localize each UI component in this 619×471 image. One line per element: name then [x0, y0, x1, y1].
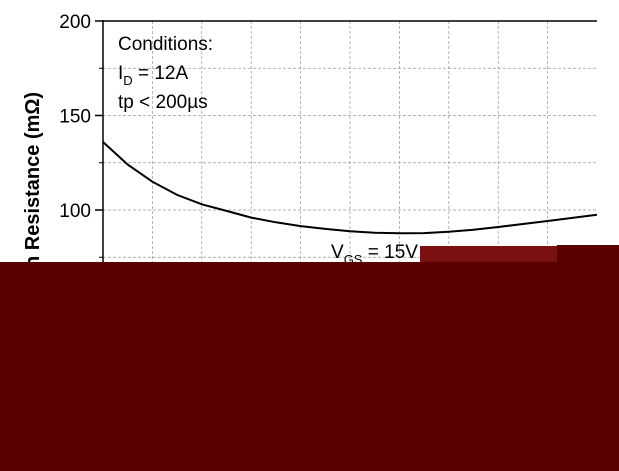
series-line-vgs-15v	[102, 141, 598, 235]
overlay-top-strip	[420, 246, 560, 264]
y-tick-label: 200	[59, 12, 91, 33]
conditions-title: Conditions:	[118, 34, 213, 55]
occluding-overlay	[0, 245, 619, 471]
grid	[103, 21, 597, 265]
y-tick-label: 100	[59, 201, 91, 222]
conditions-current: ID = 12A	[118, 63, 188, 88]
y-tick-label: 150	[59, 107, 91, 128]
conditions-pulse: tp < 200µs	[118, 92, 208, 113]
conditions-annotation: Conditions: ID = 12A tp < 200µs	[118, 34, 213, 113]
y-ticks: 100 150 200	[59, 12, 103, 258]
y-axis-title: n Resistance (mΩ)	[22, 92, 44, 268]
overlay-block	[0, 262, 619, 471]
overlay-right-notch	[557, 245, 619, 265]
